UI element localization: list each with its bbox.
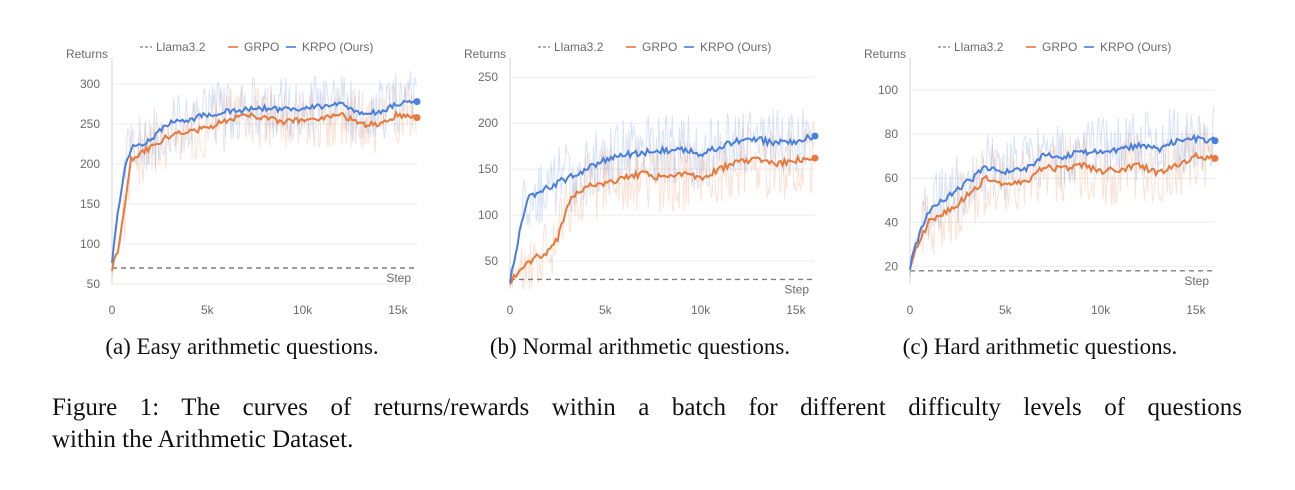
xtick-label-b-3: 15k [786, 303, 806, 317]
ytick-label-b-0: 50 [485, 254, 499, 268]
ytick-label-b-2: 150 [478, 162, 498, 176]
ytick-label-b-1: 100 [478, 208, 498, 222]
ytick-label-a-1: 100 [80, 237, 100, 251]
raw-trace-a-2 [111, 71, 417, 270]
xtick-label-c-0: 0 [907, 303, 914, 317]
xtick-label-c-3: 15k [1186, 303, 1206, 317]
ytick-label-c-0: 20 [885, 259, 899, 273]
legend-label-a-0: Llama3.2 [156, 40, 206, 54]
series-endpoint-b-krpo [811, 132, 819, 140]
xtick-label-c-1: 5k [999, 303, 1013, 317]
ytick-label-c-1: 40 [885, 215, 899, 229]
chart-svg-b: 50 100 150 200 250 0 5k 10k 15k Returns Step Llama3… [464, 40, 819, 317]
chart-svg-a: 50 100 150 200 250 300 0 5k 10k 15k Returns Step Lla… [66, 40, 421, 317]
legend-label-b-2: KRPO (Ours) [700, 40, 771, 54]
chart-svg-c: 20 40 60 80 100 0 5k 10k 15k Returns Step Llama3.2 G… [864, 40, 1219, 317]
ytick-label-c-4: 100 [878, 83, 898, 97]
series-endpoint-a-krpo [413, 98, 421, 106]
raw-trace-c-2 [909, 105, 1215, 277]
subcaption-a: (a) Easy arithmetic questions. [105, 334, 379, 359]
figure-caption: Figure 1: The curves of returns/rewards … [52, 392, 1242, 456]
series-line-b-grpo [509, 153, 816, 286]
xlabel-b: Step [784, 282, 809, 296]
ylabel-c: Returns [864, 47, 906, 61]
series-line-a-krpo [111, 99, 418, 264]
series-endpoint-b-grpo [811, 154, 819, 162]
legend-label-b-1: GRPO [642, 40, 677, 54]
series-endpoint-a-grpo [413, 114, 421, 122]
chart-panel-b: 50 100 150 200 250 0 5k 10k 15k Returns Step Llama3… [450, 30, 830, 330]
xtick-label-b-1: 5k [599, 303, 613, 317]
series-line-a-grpo [111, 109, 417, 272]
xtick-label-c-2: 10k [1091, 303, 1111, 317]
ytick-label-a-3: 200 [80, 157, 100, 171]
ytick-label-a-0: 50 [87, 277, 101, 291]
ytick-label-c-3: 80 [885, 127, 899, 141]
xtick-label-a-1: 5k [201, 303, 215, 317]
xlabel-a: Step [386, 271, 411, 285]
raw-trace-b-1 [509, 122, 815, 290]
ytick-label-a-2: 150 [80, 197, 100, 211]
series-line-c-grpo [909, 151, 1216, 270]
subcaption-c: (c) Hard arithmetic questions. [902, 334, 1178, 359]
legend-label-a-2: KRPO (Ours) [302, 40, 373, 54]
legend-label-c-2: KRPO (Ours) [1100, 40, 1171, 54]
subcaption-b: (b) Normal arithmetic questions. [489, 334, 791, 359]
ytick-label-a-5: 300 [80, 77, 100, 91]
legend-label-a-1: GRPO [244, 40, 279, 54]
xtick-label-a-3: 15k [388, 303, 408, 317]
legend-label-c-0: Llama3.2 [954, 40, 1004, 54]
series-line-b-krpo [509, 133, 816, 283]
xtick-label-a-2: 10k [293, 303, 313, 317]
xtick-label-b-0: 0 [507, 303, 514, 317]
xlabel-c: Step [1184, 274, 1209, 288]
series-endpoint-c-grpo [1211, 154, 1219, 162]
series-endpoint-c-krpo [1211, 137, 1219, 145]
series-line-c-krpo [909, 133, 1216, 270]
ytick-label-b-3: 200 [478, 116, 498, 130]
plot-area-c [909, 105, 1219, 277]
xtick-label-b-2: 10k [691, 303, 711, 317]
plot-area-a [111, 71, 421, 278]
raw-trace-c-1 [909, 122, 1215, 277]
ylabel-b: Returns [464, 47, 506, 61]
ytick-label-b-4: 250 [478, 70, 498, 84]
ytick-label-a-4: 250 [80, 117, 100, 131]
chart-panel-c: 20 40 60 80 100 0 5k 10k 15k Returns Step Llama3.2 G… [850, 30, 1230, 330]
chart-panel-a: 50 100 150 200 250 300 0 5k 10k 15k Returns Step Lla… [52, 30, 432, 330]
figure-caption-line-2: within the Arithmetic Dataset. [52, 426, 354, 453]
figure-caption-line-1: Figure 1: The curves of returns/rewards … [52, 394, 1242, 421]
legend-label-c-1: GRPO [1042, 40, 1077, 54]
ylabel-a: Returns [66, 47, 108, 61]
ytick-label-c-2: 60 [885, 171, 899, 185]
xtick-label-a-0: 0 [109, 303, 116, 317]
plot-area-b [509, 109, 819, 290]
legend-label-b-0: Llama3.2 [554, 40, 604, 54]
raw-trace-b-2 [509, 109, 815, 289]
